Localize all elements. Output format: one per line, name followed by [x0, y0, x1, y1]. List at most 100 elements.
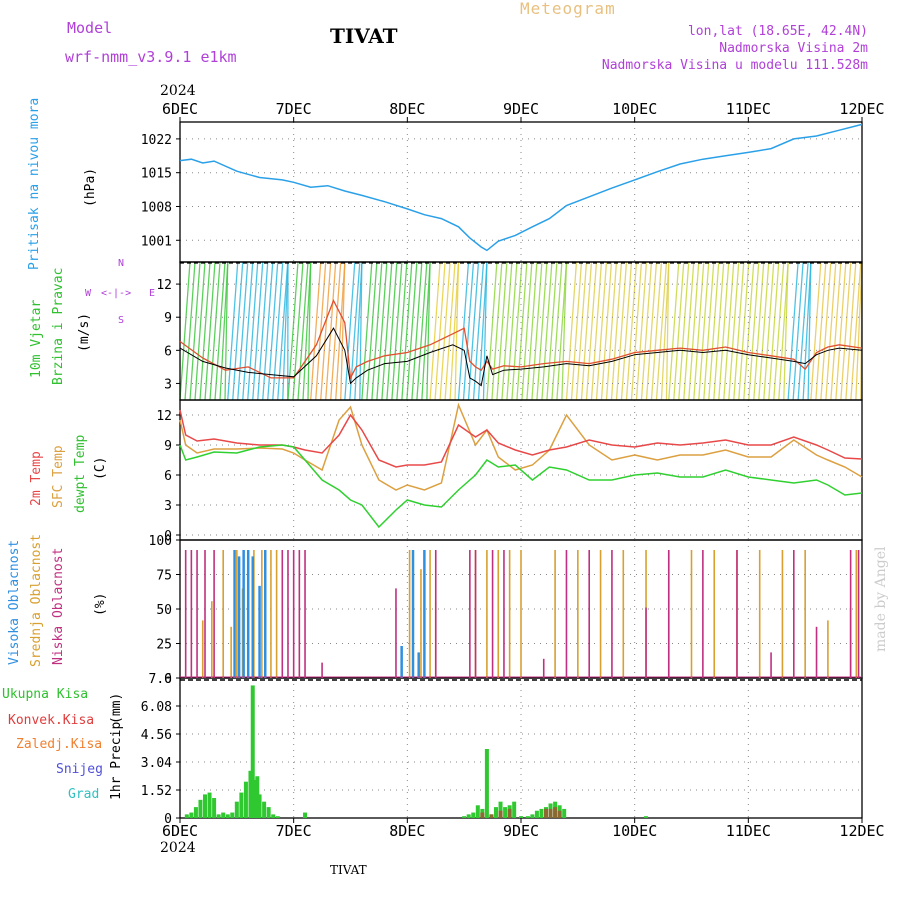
wind-barb-hatch	[179, 261, 191, 401]
wind-barb-hatch	[546, 261, 558, 401]
wind-barb-hatch	[650, 261, 663, 401]
x-label-top: 10DEC	[612, 100, 657, 118]
wind-barb-hatch	[491, 261, 503, 401]
y-tick-label: 12	[156, 278, 172, 293]
wind-barb-hatch	[678, 261, 690, 401]
precip-total-bar	[207, 792, 212, 818]
wind-barb-hatch	[723, 261, 735, 401]
y-tick-label: 3	[164, 499, 172, 514]
wind-barb-hatch	[703, 261, 715, 401]
wind-barb-hatch	[467, 261, 480, 401]
wind-barb-hatch	[645, 261, 658, 401]
precip-total-bar	[234, 801, 239, 818]
x-label-top: 12DEC	[839, 100, 884, 118]
wind-barb-hatch	[282, 261, 289, 401]
precip-conv-bar	[507, 808, 512, 818]
precip-total-bar	[539, 808, 544, 818]
precip-total-bar	[230, 812, 235, 818]
wind-barb-hatch	[830, 261, 842, 401]
precip-total-bar	[519, 816, 523, 818]
y-tick-label: 3.04	[141, 756, 172, 771]
wind-barb-hatch	[810, 261, 822, 401]
year-top: 2024	[160, 83, 196, 99]
year-bottom: 2024	[160, 840, 196, 856]
y-tick-label: 50	[156, 603, 172, 618]
wind-barb-hatch	[556, 261, 568, 401]
wind-barb-hatch	[580, 261, 593, 401]
precip-total-bar	[257, 794, 262, 818]
wind-barb-hatch	[713, 261, 725, 401]
sfc-temp-line	[179, 402, 863, 491]
wind-barb-hatch	[516, 261, 528, 401]
wind-barb-hatch	[214, 261, 226, 401]
precip-total-bar	[203, 794, 208, 818]
legend-total-rain: Ukupna Kisa	[2, 687, 89, 702]
wind-barb-hatch	[486, 261, 498, 401]
wind-barb-hatch	[272, 261, 284, 401]
precip-total-bar	[530, 814, 535, 818]
wind-barb-hatch	[287, 261, 299, 401]
wind-barb-hatch	[237, 261, 249, 401]
y-tick-label: 6	[164, 344, 172, 359]
wind-barb-hatch	[386, 261, 398, 401]
wind-barb-hatch	[570, 261, 583, 401]
wind-barb-hatch	[683, 261, 695, 401]
wind-barb-hatch	[600, 261, 613, 401]
precip-total-bar	[303, 812, 308, 818]
x-label-top: 8DEC	[389, 100, 425, 118]
precip-conv-bar	[498, 810, 503, 818]
y-tick-label: 25	[156, 638, 172, 653]
wind-barb-hatch	[850, 261, 862, 401]
y-tick-label: 1022	[141, 133, 172, 148]
wind-barb-hatch	[227, 261, 239, 401]
wind-barb-hatch	[371, 261, 383, 401]
wind-barb-hatch	[585, 261, 598, 401]
wind-barb-hatch	[426, 261, 431, 401]
legend-snow: Snijeg	[56, 762, 103, 777]
y-tick-label: 100	[149, 534, 172, 549]
wind-barb-hatch	[531, 261, 543, 401]
model-label: Model	[67, 19, 113, 37]
wind-barb-hatch	[501, 261, 513, 401]
y-tick-label: 75	[156, 569, 172, 584]
wind-barb-hatch	[462, 261, 475, 401]
y-tick-label: 1008	[141, 200, 172, 215]
x-label-top: 11DEC	[726, 100, 771, 118]
wind-barb-hatch	[605, 261, 618, 401]
x-label-bottom: 7DEC	[276, 822, 312, 840]
footer-station: TIVAT	[330, 863, 367, 877]
panel-frame	[179, 121, 863, 263]
precip-total-bar	[255, 776, 260, 818]
wind-barb-hatch	[595, 261, 608, 401]
panel-frame	[179, 677, 863, 819]
precip-total-bar	[503, 807, 508, 818]
precip-total-bar	[262, 801, 267, 818]
wind-barb-hatch	[521, 261, 533, 401]
x-label-top: 9DEC	[503, 100, 539, 118]
wind-barb-hatch	[434, 261, 446, 401]
precip-total-bar	[198, 799, 203, 818]
wind-barb-hatch	[590, 261, 603, 401]
precip-conv-bar	[553, 807, 558, 818]
wind-barb-hatch	[292, 261, 304, 401]
wind-barb-hatch	[526, 261, 538, 401]
compass-n: N	[118, 258, 125, 269]
wind-barb-hatch	[366, 261, 378, 401]
station-title: TIVAT	[330, 24, 398, 48]
x-label-bottom: 8DEC	[389, 822, 425, 840]
wind-speed-line	[179, 299, 863, 381]
wind-barb-hatch	[359, 261, 363, 401]
wind-barb-hatch	[748, 261, 760, 401]
wind-barb-hatch	[855, 261, 863, 401]
wind-barb-hatch	[728, 261, 740, 401]
precip-total-bar	[466, 814, 471, 818]
wind-barb-hatch	[815, 261, 827, 401]
y-tick-label: 4.56	[141, 728, 172, 743]
wind-barb-hatch	[277, 261, 289, 401]
wind-barb-hatch	[668, 261, 680, 401]
precip-total-bar	[266, 807, 271, 818]
precip-conv-bar	[544, 808, 549, 818]
wind-barb-hatch	[536, 261, 548, 401]
wind-barb-hatch	[262, 261, 274, 401]
